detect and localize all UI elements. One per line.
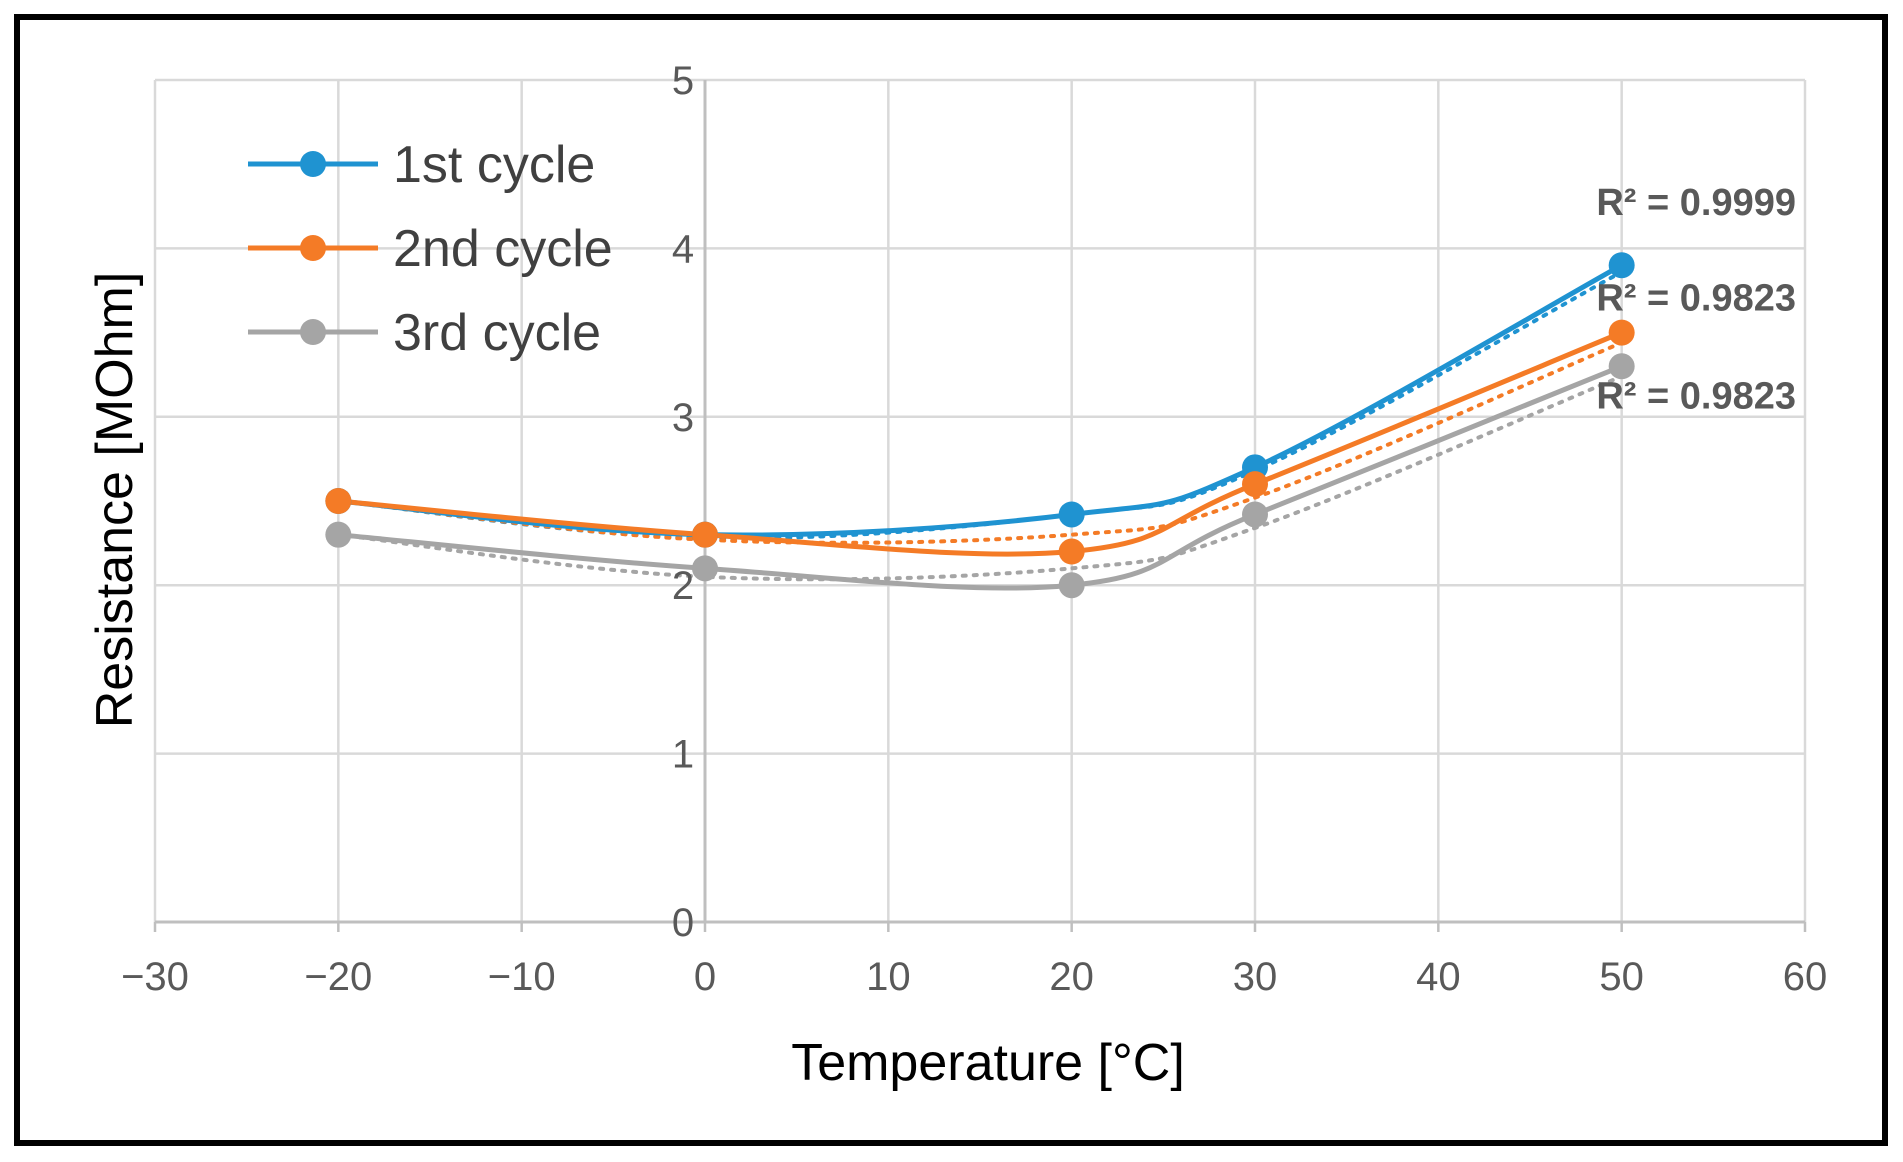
y-tick-label: 5 xyxy=(672,59,694,103)
x-tick-label: −10 xyxy=(488,955,556,999)
y-tick-label: 3 xyxy=(672,396,694,440)
legend-marker-3rd-cycle xyxy=(300,319,326,345)
trendline-3rd-cycle xyxy=(336,374,1624,582)
legend-label-2nd-cycle: 2nd cycle xyxy=(393,220,613,278)
x-axis-title: Temperature [°C] xyxy=(791,1034,1185,1092)
data-point-1st-cycle xyxy=(1058,501,1085,528)
x-tick-label: 30 xyxy=(1233,955,1278,999)
data-point-2nd-cycle xyxy=(1608,319,1635,346)
axes xyxy=(153,80,1807,932)
legend-label-1st-cycle: 1st cycle xyxy=(393,136,595,194)
data-point-3rd-cycle xyxy=(1058,572,1085,599)
data-point-3rd-cycle xyxy=(692,555,718,582)
r-squared-label: R² = 0.9999 xyxy=(1596,182,1796,224)
r-squared-label: R² = 0.9823 xyxy=(1596,375,1796,417)
data-point-2nd-cycle xyxy=(1058,538,1085,565)
x-tick-label: 40 xyxy=(1416,955,1461,999)
data-point-2nd-cycle xyxy=(1242,471,1268,498)
x-tick-label: −30 xyxy=(121,955,189,999)
chart-frame xyxy=(14,14,1888,1146)
r-squared-label: R² = 0.9823 xyxy=(1596,278,1796,320)
series-line-3rd-cycle xyxy=(338,363,1623,591)
x-tick-label: 60 xyxy=(1783,955,1828,999)
y-tick-label: 0 xyxy=(672,901,694,945)
data-point-3rd-cycle xyxy=(325,521,352,548)
x-tick-label: −20 xyxy=(304,955,372,999)
x-tick-label: 10 xyxy=(866,955,911,999)
x-tick-label: 0 xyxy=(694,955,716,999)
tick-labels: −30 −20 −10 0 10 20 30 40 50 60 0 1 2 3 4 5 xyxy=(121,59,1827,999)
legend-marker-1st-cycle xyxy=(300,151,326,177)
y-tick-label: 2 xyxy=(672,564,694,608)
data-point-3rd-cycle xyxy=(1242,501,1268,528)
grid-lines xyxy=(153,78,1807,922)
data-point-3rd-cycle xyxy=(1608,353,1635,380)
x-tick-label: 50 xyxy=(1599,955,1644,999)
series-markers xyxy=(325,252,1635,599)
data-point-2nd-cycle xyxy=(325,488,352,514)
x-tick-label: 20 xyxy=(1049,955,1094,999)
y-tick-label: 1 xyxy=(672,733,694,777)
data-point-1st-cycle xyxy=(1608,252,1635,279)
r-squared-annotations: R² = 0.9999 R² = 0.9823 R² = 0.9823 xyxy=(1596,182,1796,417)
legend-marker-2nd-cycle xyxy=(300,235,326,261)
series-line-2nd-cycle xyxy=(338,330,1623,557)
legend: 1st cycle 2nd cycle 3rd cycle xyxy=(248,136,613,362)
y-axis-title: Resistance [MOhm] xyxy=(86,272,144,729)
legend-label-3rd-cycle: 3rd cycle xyxy=(393,304,601,362)
data-point-2nd-cycle xyxy=(692,521,718,548)
y-tick-label: 4 xyxy=(672,227,694,271)
